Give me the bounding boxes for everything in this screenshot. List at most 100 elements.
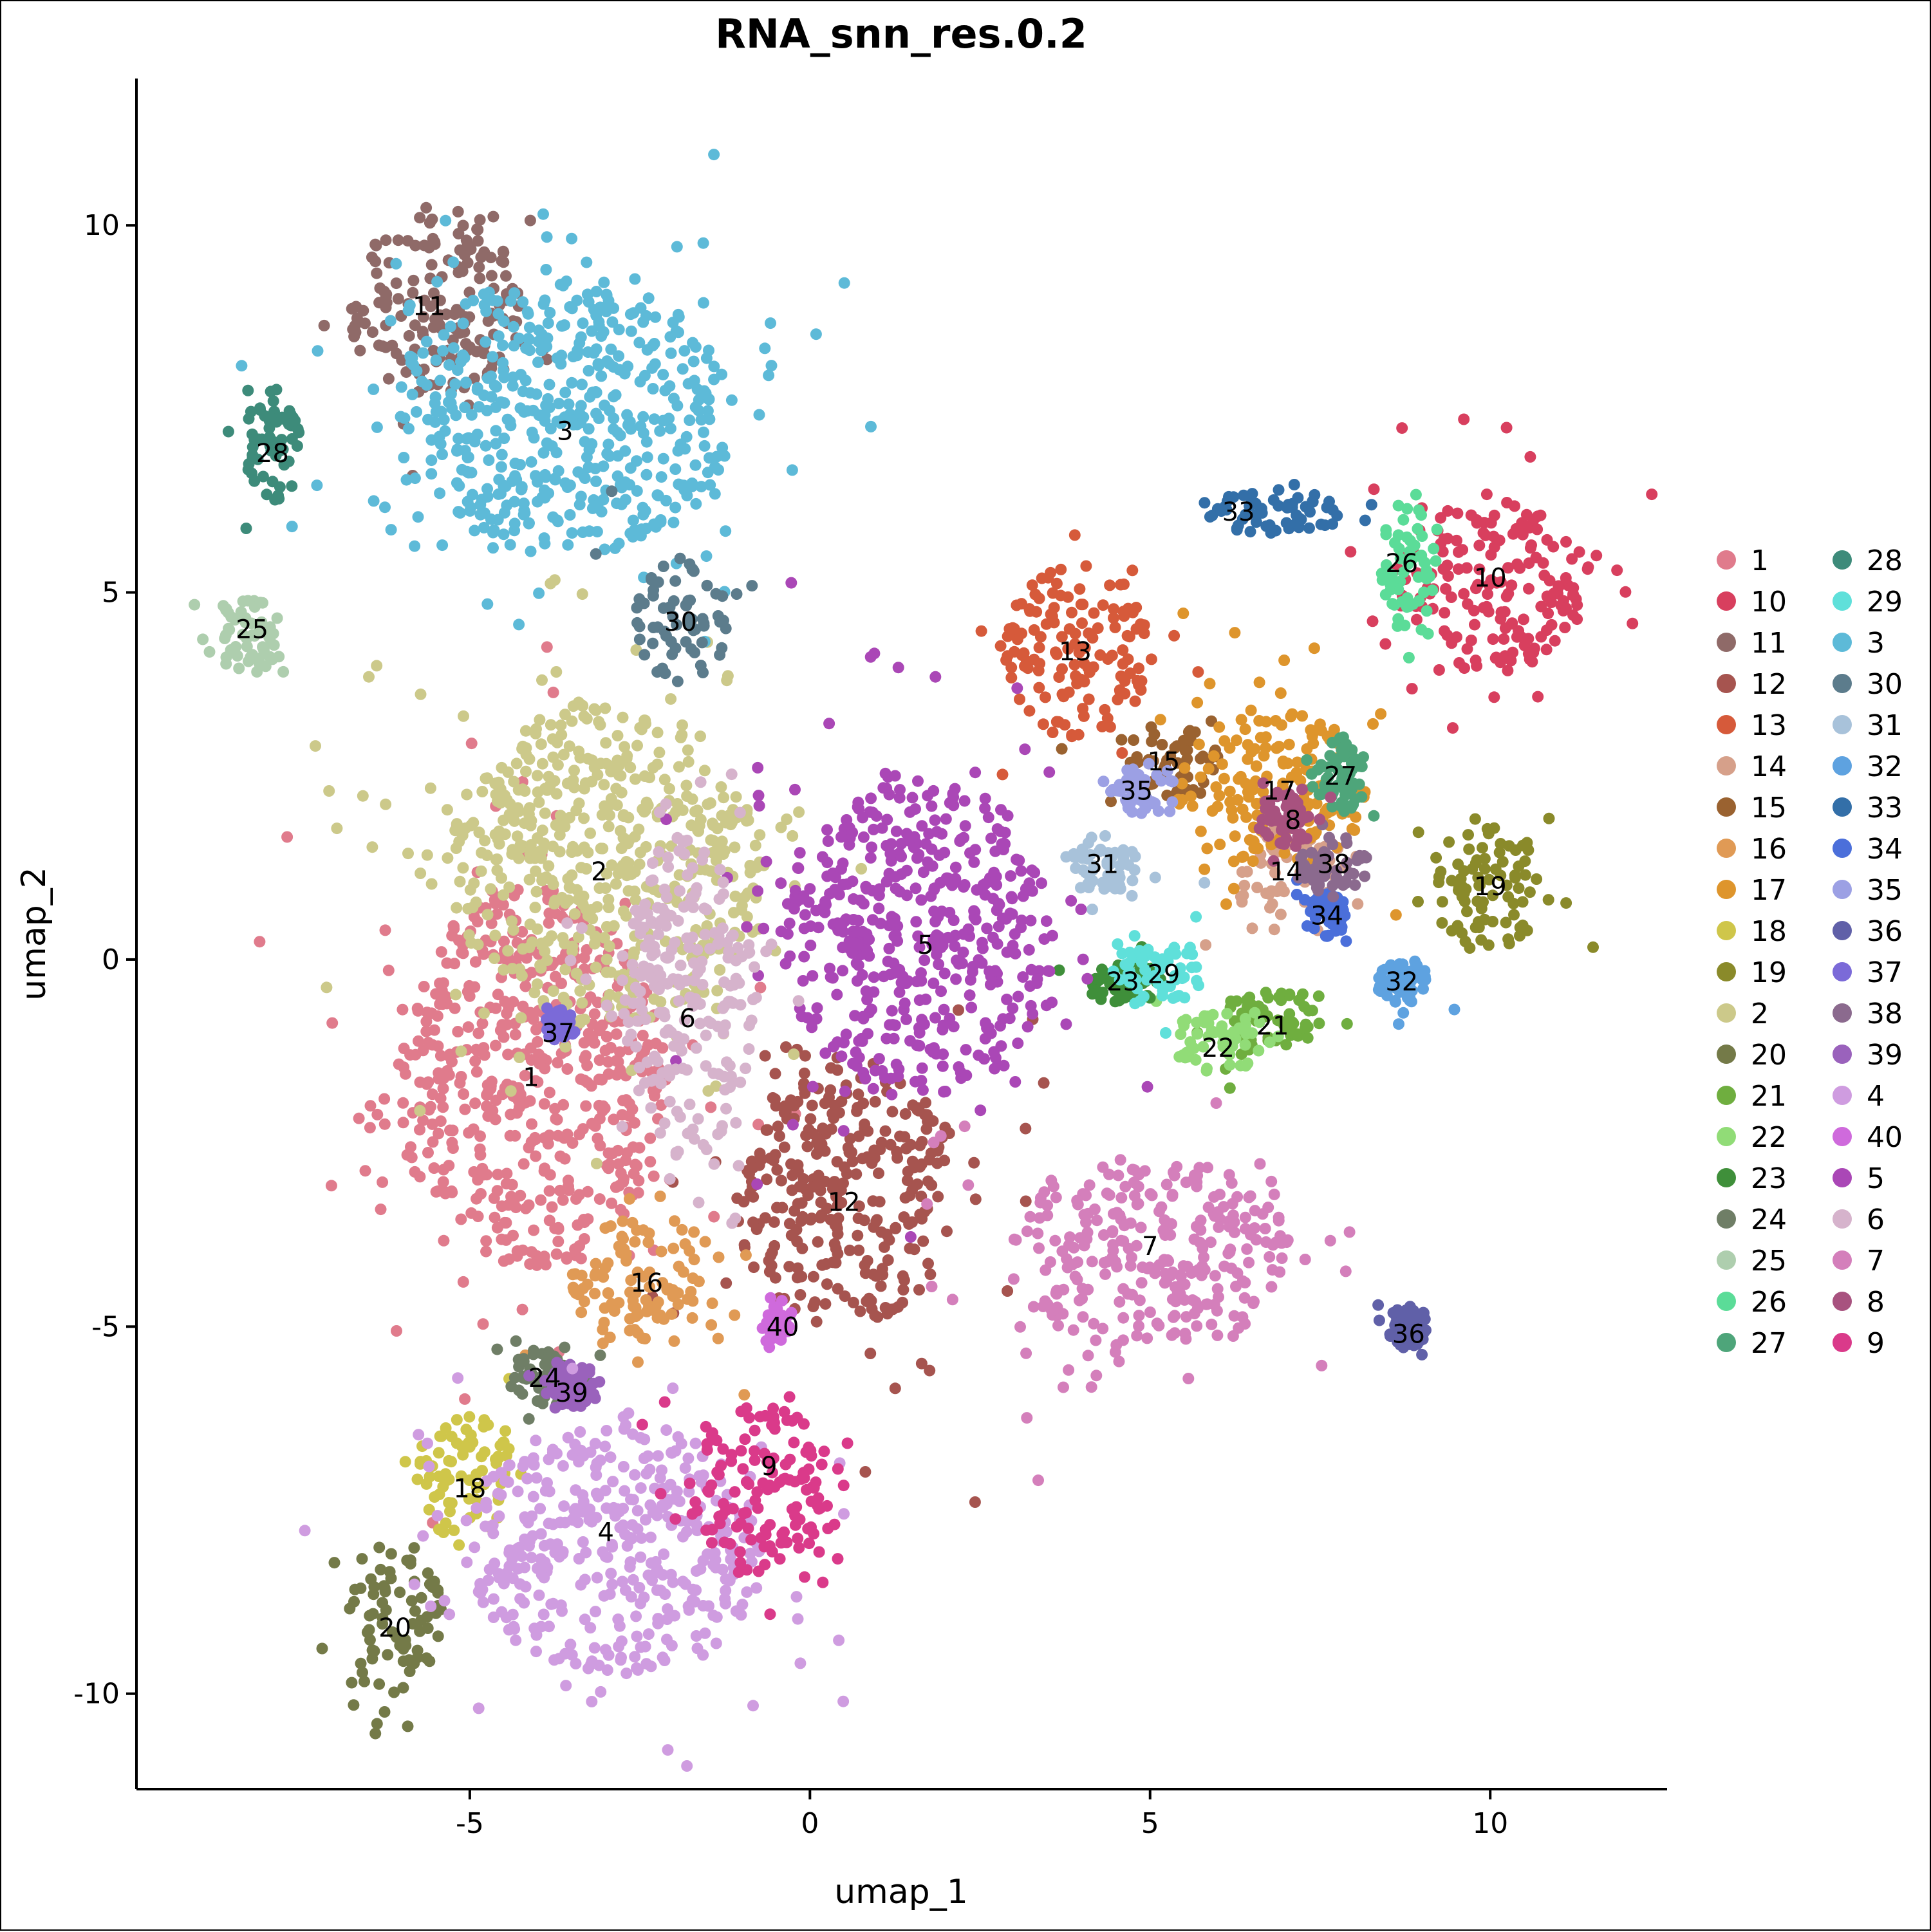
cell-point bbox=[1301, 754, 1313, 766]
cell-point bbox=[1397, 1007, 1410, 1019]
cell-point bbox=[625, 325, 637, 337]
cell-point bbox=[1068, 658, 1081, 671]
cell-point bbox=[450, 409, 462, 422]
cell-point bbox=[1560, 572, 1572, 584]
cell-point bbox=[470, 896, 482, 908]
cell-point bbox=[521, 952, 532, 964]
cell-point bbox=[1046, 610, 1058, 622]
cell-point bbox=[440, 308, 452, 320]
cell-point bbox=[378, 1706, 391, 1718]
cell-point bbox=[518, 1158, 530, 1170]
cell-point bbox=[598, 1590, 610, 1602]
cell-point bbox=[661, 1633, 673, 1646]
cell-point bbox=[1443, 836, 1455, 848]
cell-point bbox=[1401, 531, 1413, 543]
cell-point bbox=[457, 1276, 469, 1288]
cell-point bbox=[481, 850, 493, 862]
cell-point bbox=[1282, 757, 1294, 770]
cell-point bbox=[415, 688, 427, 700]
cell-point bbox=[886, 1088, 898, 1101]
cell-point bbox=[530, 1435, 542, 1447]
cell-point bbox=[682, 744, 694, 756]
cell-point bbox=[528, 432, 540, 444]
cell-point bbox=[667, 317, 679, 329]
cell-point bbox=[487, 542, 499, 554]
cell-point bbox=[400, 366, 413, 378]
cell-point bbox=[542, 934, 554, 947]
cell-point bbox=[515, 1012, 527, 1024]
cell-point bbox=[1340, 935, 1352, 947]
cell-point bbox=[669, 463, 682, 475]
cell-point bbox=[578, 841, 590, 853]
cell-point bbox=[538, 1539, 550, 1552]
cell-point bbox=[548, 775, 561, 787]
cell-point bbox=[640, 436, 653, 448]
cell-point bbox=[1502, 588, 1515, 600]
cell-point bbox=[254, 658, 266, 670]
cell-point bbox=[852, 1229, 864, 1241]
cell-point bbox=[482, 1110, 494, 1122]
cell-point bbox=[432, 1630, 444, 1642]
cell-point bbox=[472, 1045, 484, 1057]
cell-point bbox=[498, 397, 510, 409]
cell-point bbox=[1505, 655, 1517, 667]
cell-point bbox=[266, 476, 279, 488]
cell-point bbox=[624, 1561, 636, 1573]
cell-point bbox=[588, 1008, 601, 1020]
cell-point bbox=[1274, 687, 1287, 699]
cell-point bbox=[545, 577, 557, 590]
cell-point bbox=[765, 1292, 777, 1304]
cell-point bbox=[674, 552, 686, 564]
cell-point bbox=[885, 838, 897, 850]
cell-point bbox=[248, 475, 261, 487]
cell-point bbox=[781, 813, 793, 825]
cell-point bbox=[1341, 1017, 1353, 1030]
cell-point bbox=[1240, 811, 1253, 823]
cell-point bbox=[747, 1700, 759, 1712]
cell-point bbox=[359, 1165, 371, 1177]
cell-point bbox=[534, 1503, 546, 1515]
cell-point bbox=[523, 517, 535, 529]
cell-point bbox=[460, 376, 472, 389]
cell-point bbox=[1195, 771, 1207, 783]
cell-point bbox=[474, 1577, 486, 1590]
cell-point bbox=[859, 1118, 871, 1130]
cell-point bbox=[546, 875, 558, 887]
cell-point bbox=[1177, 1016, 1189, 1028]
cell-point bbox=[1128, 930, 1141, 942]
cell-point bbox=[463, 1411, 476, 1423]
cell-point bbox=[910, 803, 921, 815]
cell-point bbox=[559, 821, 571, 833]
cell-point bbox=[598, 932, 610, 944]
cell-point bbox=[615, 498, 628, 510]
cell-point bbox=[431, 1510, 443, 1522]
cell-point bbox=[1358, 850, 1370, 862]
cell-point bbox=[1446, 875, 1458, 887]
cell-point bbox=[371, 1108, 384, 1120]
cell-point bbox=[886, 1106, 899, 1118]
cell-point bbox=[1156, 739, 1168, 750]
cell-point bbox=[688, 1254, 700, 1266]
cell-point bbox=[647, 590, 659, 602]
cell-point bbox=[478, 1420, 490, 1433]
cell-point bbox=[1231, 794, 1244, 806]
cell-point bbox=[691, 383, 704, 395]
cell-point bbox=[1168, 629, 1180, 642]
cell-point bbox=[563, 740, 575, 752]
cell-point bbox=[897, 1284, 910, 1296]
cell-point bbox=[497, 1436, 509, 1449]
cell-point bbox=[566, 940, 579, 952]
cell-point bbox=[1021, 662, 1034, 674]
cell-point bbox=[1280, 1039, 1292, 1051]
cell-point bbox=[498, 256, 510, 268]
cell-point bbox=[529, 902, 541, 914]
cell-point bbox=[635, 1482, 647, 1494]
cell-point bbox=[1218, 772, 1230, 785]
cell-point bbox=[508, 1623, 521, 1635]
cell-point bbox=[1066, 606, 1077, 618]
cell-point bbox=[560, 1680, 572, 1692]
cell-point bbox=[1417, 1307, 1430, 1319]
cell-point bbox=[524, 214, 536, 227]
cell-point bbox=[633, 823, 645, 835]
cell-point bbox=[1213, 790, 1226, 802]
